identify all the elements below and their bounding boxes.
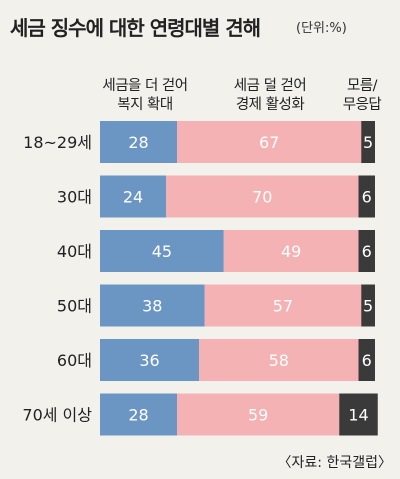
- legend-welfare-label: 세금을 더 걷어 복지 확대: [102, 78, 188, 113]
- bar-value-label: 59: [248, 406, 268, 425]
- bar-segment: [177, 121, 362, 163]
- bar-value-label: 70: [252, 188, 272, 207]
- category-label: 18~29세: [23, 133, 92, 152]
- category-label: 50대: [57, 297, 92, 316]
- bar-value-label: 58: [269, 351, 289, 370]
- bar-value-label: 24: [123, 188, 143, 207]
- bar-value-label: 45: [152, 242, 172, 261]
- category-label: 40대: [57, 242, 92, 261]
- bar-segment: [100, 175, 166, 218]
- bar-value-label: 6: [362, 351, 372, 370]
- bar-segment: [199, 339, 359, 381]
- legend-welfare: 세금을 더 걷어 복지 확대: [90, 58, 200, 115]
- bar-segment: [361, 284, 375, 327]
- category-label: 60대: [57, 351, 92, 370]
- bar-value-label: 6: [362, 242, 372, 261]
- bar-value-label: 38: [142, 297, 162, 316]
- category-label: 70세 이상: [22, 406, 92, 425]
- legend-unknown-label: 모름/ 무응답: [342, 78, 382, 113]
- bar-segment: [100, 230, 224, 272]
- bar-segment: [358, 230, 375, 272]
- bar-value-label: 28: [128, 406, 148, 425]
- bar-value-label: 49: [281, 242, 301, 261]
- bar-value-label: 67: [259, 133, 279, 152]
- bar-segment: [100, 284, 205, 327]
- bar-segment: [166, 175, 359, 218]
- unit-label: (단위:%): [296, 21, 347, 36]
- bar-segment: [204, 284, 362, 327]
- bar-segment: [361, 121, 375, 163]
- bar-segment: [100, 339, 199, 381]
- category-label: 30대: [57, 188, 92, 207]
- legend-economy: 세금 덜 걷어 경제 활성화: [205, 58, 335, 115]
- bar-segment: [358, 175, 375, 218]
- source-note: 〈자료: 한국갤럽〉: [277, 455, 392, 471]
- bar-value-label: 5: [363, 297, 373, 316]
- bar-value-label: 14: [348, 406, 368, 425]
- bar-value-label: 28: [128, 133, 148, 152]
- bar-segment: [223, 230, 359, 272]
- bar-value-label: 36: [139, 351, 159, 370]
- chart-title: 세금 징수에 대한 연령대별 견해: [10, 16, 261, 40]
- bar-value-label: 6: [362, 188, 372, 207]
- legend-unknown: 모름/ 무응답: [332, 58, 392, 115]
- bar-segment: [100, 393, 177, 436]
- bar-segment: [358, 339, 375, 381]
- bar-segment: [100, 121, 177, 163]
- legend-economy-label: 세금 덜 걷어 경제 활성화: [233, 78, 307, 113]
- bar-segment: [339, 393, 378, 436]
- bar-value-label: 57: [273, 297, 293, 316]
- bar-segment: [177, 393, 340, 436]
- bar-value-label: 5: [363, 133, 373, 152]
